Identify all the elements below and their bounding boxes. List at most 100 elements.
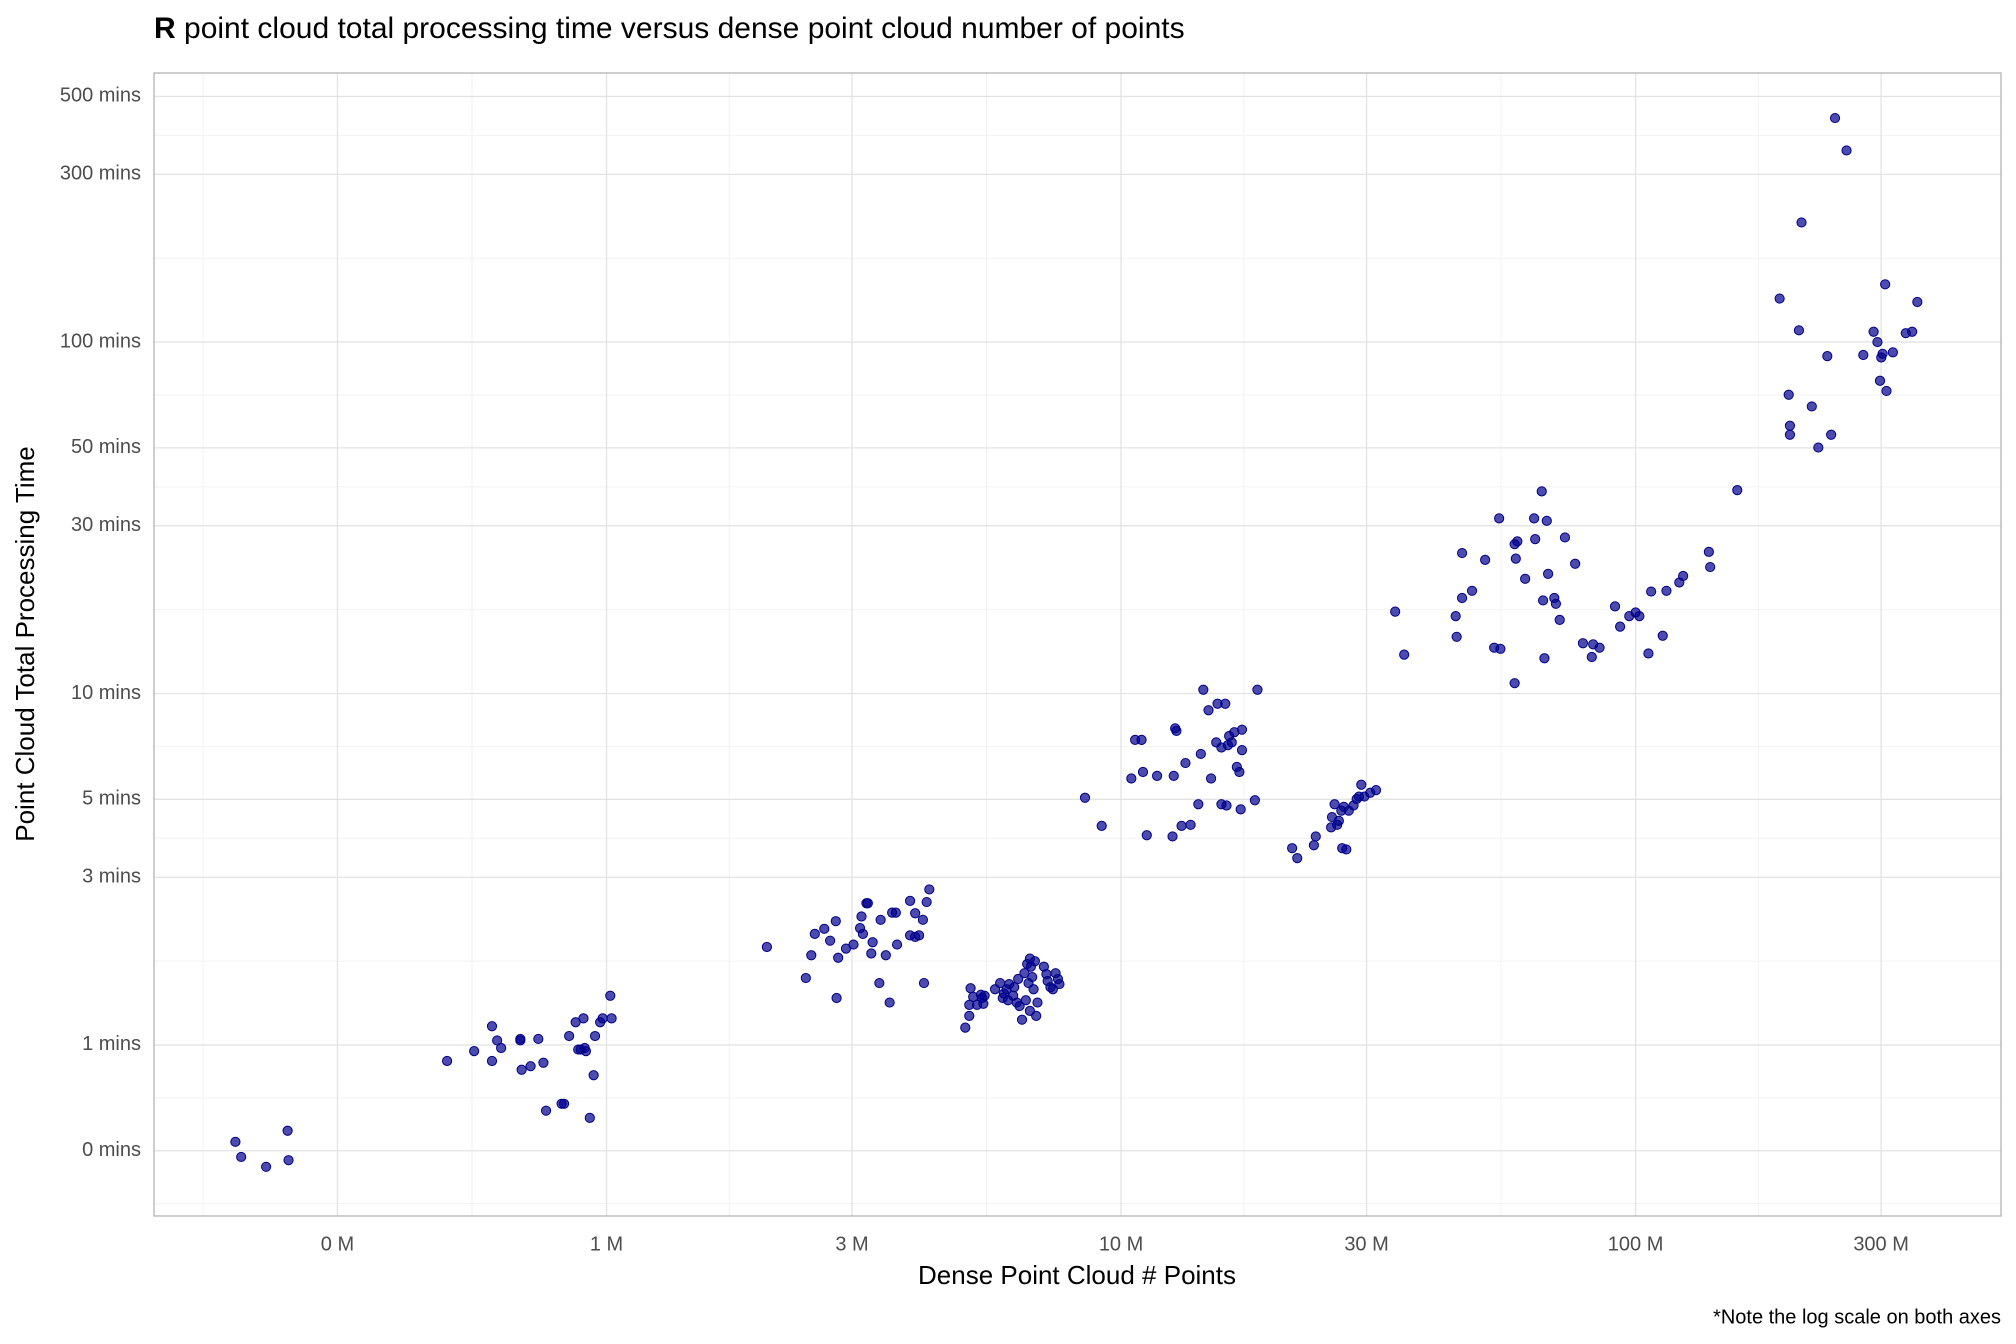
grid <box>154 73 2001 1216</box>
point <box>1185 819 1196 830</box>
point <box>1032 997 1043 1008</box>
point <box>1014 1000 1025 1012</box>
point <box>1539 653 1550 664</box>
point <box>880 950 891 961</box>
point <box>1570 558 1581 569</box>
title-text: point cloud total processing time versus… <box>184 12 1185 45</box>
point <box>1880 279 1891 290</box>
point <box>1806 401 1817 412</box>
point <box>1456 592 1468 604</box>
point <box>910 908 921 919</box>
y-axis-title: Point Cloud Total Processing Time <box>10 446 40 842</box>
point <box>1480 554 1491 565</box>
y-tick-label: 5 mins <box>82 788 141 810</box>
point <box>261 1161 272 1172</box>
point <box>1027 971 1038 983</box>
point <box>1341 844 1352 855</box>
point <box>1220 698 1231 709</box>
x-tick-label: 10 M <box>1099 1233 1143 1255</box>
point <box>1356 779 1367 790</box>
point <box>1646 586 1657 597</box>
point <box>1390 606 1401 617</box>
point <box>1235 804 1246 815</box>
point <box>525 1061 536 1072</box>
point <box>819 923 830 934</box>
chart-title: R point cloud total processing time vers… <box>154 12 1185 45</box>
point <box>1167 831 1178 842</box>
point <box>1456 547 1468 559</box>
point <box>1195 748 1206 760</box>
x-tick-label: 100 M <box>1608 1233 1664 1255</box>
point <box>1252 684 1263 695</box>
point <box>1509 678 1520 689</box>
point <box>1550 598 1562 609</box>
point <box>1054 978 1065 990</box>
point <box>605 990 616 1001</box>
x-axis-title: Dense Point Cloud # Points <box>918 1260 1236 1290</box>
point <box>1783 389 1794 400</box>
point <box>597 1013 608 1024</box>
x-tick-label: 3 M <box>835 1233 868 1255</box>
point <box>1234 766 1245 778</box>
point <box>1333 815 1344 827</box>
point <box>857 928 869 939</box>
point <box>831 992 842 1004</box>
point <box>515 1033 526 1045</box>
x-tick-label: 300 M <box>1853 1233 1909 1255</box>
y-tick-label: 100 mins <box>60 330 141 352</box>
point <box>874 977 885 989</box>
point <box>230 1136 241 1147</box>
point <box>891 939 903 950</box>
point <box>1450 611 1461 622</box>
point <box>1399 649 1410 660</box>
points <box>230 112 1923 1172</box>
point <box>1537 595 1549 606</box>
point <box>1310 831 1321 842</box>
point <box>558 1098 570 1109</box>
point <box>1329 799 1340 810</box>
point <box>1793 325 1805 336</box>
point <box>486 1055 498 1067</box>
x-tick-label: 0 M <box>321 1233 354 1255</box>
point <box>1634 611 1645 622</box>
point <box>1512 536 1523 547</box>
point <box>1236 745 1248 756</box>
point <box>486 1021 498 1032</box>
point <box>1705 561 1716 573</box>
point <box>1126 773 1137 784</box>
point <box>540 1105 552 1116</box>
point <box>875 914 886 925</box>
point <box>1137 766 1149 778</box>
point <box>1168 770 1179 781</box>
point <box>1577 638 1589 649</box>
point <box>1615 621 1626 632</box>
point <box>1657 630 1668 641</box>
point <box>1907 326 1918 337</box>
point <box>917 914 929 925</box>
point <box>516 1064 527 1075</box>
point <box>913 930 925 941</box>
point <box>1029 956 1040 967</box>
point <box>1594 642 1605 653</box>
point <box>1520 573 1531 584</box>
point <box>580 1046 592 1057</box>
point <box>825 935 836 946</box>
point <box>1249 795 1260 806</box>
point <box>578 1013 589 1024</box>
point <box>1881 385 1892 397</box>
point <box>1466 585 1478 596</box>
point <box>1031 1010 1042 1021</box>
point <box>1495 643 1506 654</box>
point <box>1826 429 1837 440</box>
point <box>564 1030 575 1042</box>
point <box>1287 843 1298 854</box>
point <box>1308 840 1319 851</box>
point <box>1226 737 1237 748</box>
point <box>964 1010 975 1021</box>
point <box>1198 684 1209 695</box>
point <box>1784 429 1796 440</box>
point <box>806 950 817 961</box>
point <box>1784 420 1796 431</box>
point <box>884 997 895 1008</box>
